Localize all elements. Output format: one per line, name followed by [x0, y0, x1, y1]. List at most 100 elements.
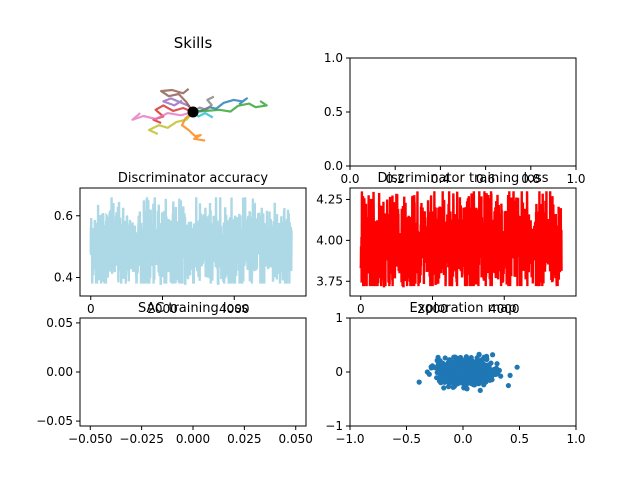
sac-training-loss-title: SAC training loss — [138, 301, 248, 316]
exploration-point — [450, 384, 456, 390]
discriminator-accuracy-frame — [79, 187, 307, 297]
empty-top-right-ytick-label: 1.0 — [324, 51, 343, 65]
exploration-point — [447, 358, 454, 364]
discriminator-accuracy-xtick-label: 2000 — [147, 302, 178, 316]
exploration-point — [466, 375, 472, 381]
exploration-point — [446, 363, 452, 369]
exploration-map-ytick-label: −1 — [325, 419, 343, 433]
exploration-points — [416, 351, 520, 393]
discriminator-accuracy-ytick-label: 0.6 — [54, 209, 73, 223]
exploration-point — [478, 368, 484, 374]
exploration-point — [441, 385, 447, 391]
exploration-map-ytick-label: 1 — [335, 311, 343, 325]
exploration-point — [440, 362, 447, 368]
exploration-point — [479, 357, 485, 363]
exploration-point — [474, 367, 480, 373]
exploration-point — [484, 356, 490, 362]
sac-training-loss-xtick-label: −0.025 — [119, 432, 163, 446]
skills-start-point — [187, 106, 199, 118]
exploration-point — [514, 364, 520, 370]
exploration-map-xtick-label: 0.5 — [510, 432, 529, 446]
exploration-point — [472, 360, 478, 367]
exploration-point — [453, 361, 459, 367]
exploration-point — [471, 375, 477, 382]
skill-trajectory-8 — [147, 111, 194, 136]
exploration-point — [477, 374, 483, 380]
exploration-point — [491, 366, 497, 373]
exploration-point — [505, 382, 511, 389]
empty-top-right-axes: 0.0 0.2 0.4 0.6 0.8 1.0 0.0 0.5 1.0 — [324, 51, 586, 186]
exploration-point — [434, 369, 440, 376]
exploration-point — [450, 365, 456, 371]
exploration-point — [481, 376, 487, 382]
exploration-point — [487, 377, 493, 383]
skill-trajectory-2 — [192, 100, 268, 114]
exploration-point — [458, 378, 465, 384]
exploration-map-axes: −1.0 −0.5 0.0 0.5 1.0 −1 0 1 — [325, 311, 585, 446]
exploration-map-xtick-label: 0.0 — [453, 432, 472, 446]
discriminator-accuracy-title: Discriminator accuracy — [118, 171, 268, 186]
exploration-point — [439, 375, 445, 381]
sac-training-loss-xtick-label: 0.000 — [176, 432, 210, 446]
empty-top-right-xtick-label: 0.4 — [431, 172, 450, 186]
exploration-point — [463, 355, 469, 361]
exploration-point — [442, 355, 448, 361]
exploration-map-xtick-label: 1.0 — [566, 432, 585, 446]
exploration-point — [468, 367, 475, 373]
skills-title: Skills — [174, 34, 213, 52]
discriminator-accuracy-xtick-label: 4000 — [219, 302, 250, 316]
skill-trajectory-7 — [192, 95, 215, 113]
discriminator-training-loss-ytick-label: 3.75 — [316, 274, 343, 288]
sac-training-loss-xtick-label: −0.050 — [68, 432, 112, 446]
empty-top-right-xtick-label: 0.0 — [340, 172, 359, 186]
exploration-point — [429, 363, 436, 369]
exploration-point — [454, 371, 461, 377]
discriminator-training-loss-xtick-label: 0 — [357, 302, 365, 316]
exploration-map-ytick-label: 0 — [335, 365, 343, 379]
skill-trajectory-5 — [160, 88, 194, 113]
discriminator-training-loss-axes: 0 2000 4000 3.75 4.00 4.25 — [316, 192, 519, 316]
discriminator-accuracy-series-line — [89, 197, 293, 285]
exploration-map-title: Exploration map — [410, 301, 517, 316]
exploration-point — [424, 369, 430, 375]
exploration-point — [452, 376, 458, 382]
exploration-point — [507, 372, 513, 378]
exploration-point — [492, 371, 498, 378]
discriminator-accuracy-xtick-label: 0 — [87, 302, 95, 316]
discriminator-training-loss-xtick-label: 4000 — [489, 302, 520, 316]
discriminator-training-loss-ytick-label: 4.25 — [316, 192, 343, 206]
exploration-point — [450, 370, 456, 377]
discriminator-training-loss-title: Discriminator training loss — [377, 171, 548, 186]
sac-training-loss-axes: −0.050 −0.025 0.000 0.025 0.050 −0.05 0.00 0.05 — [36, 316, 313, 446]
exploration-point — [445, 384, 452, 390]
empty-top-right-ytick-label: 0.5 — [324, 105, 343, 119]
exploration-point — [489, 352, 496, 358]
discriminator-training-loss-ytick-label: 4.00 — [316, 233, 343, 247]
exploration-point — [416, 379, 422, 385]
empty-top-right-xtick-label: 0.8 — [521, 172, 540, 186]
exploration-point — [439, 368, 445, 374]
empty-top-right-xtick-label: 1.0 — [566, 172, 585, 186]
sac-training-loss-ytick-label: −0.05 — [36, 414, 73, 428]
exploration-point — [476, 352, 482, 358]
exploration-point — [469, 381, 475, 387]
exploration-point — [486, 369, 492, 375]
sac-training-loss-ytick-label: 0.00 — [46, 365, 73, 379]
discriminator-accuracy-ytick-label: 0.4 — [54, 270, 73, 284]
exploration-point — [477, 387, 483, 393]
discriminator-accuracy-axes: 0 2000 4000 0.4 0.6 — [54, 209, 250, 316]
exploration-point — [440, 379, 446, 385]
discriminator-training-loss-frame — [349, 187, 577, 297]
empty-top-right-ytick-label: 0.0 — [324, 159, 343, 173]
exploration-point — [459, 359, 465, 365]
discriminator-training-loss-series-line — [359, 191, 563, 288]
exploration-point — [468, 359, 474, 365]
exploration-map-xtick-label: −0.5 — [392, 432, 421, 446]
empty-top-right-xtick-label: 0.2 — [386, 172, 405, 186]
empty-top-right-xtick-label: 0.6 — [476, 172, 495, 186]
discriminator-training-loss-xtick-label: 2000 — [417, 302, 448, 316]
exploration-point — [494, 361, 500, 367]
exploration-map-xtick-label: −1.0 — [335, 432, 364, 446]
exploration-point — [458, 366, 465, 372]
